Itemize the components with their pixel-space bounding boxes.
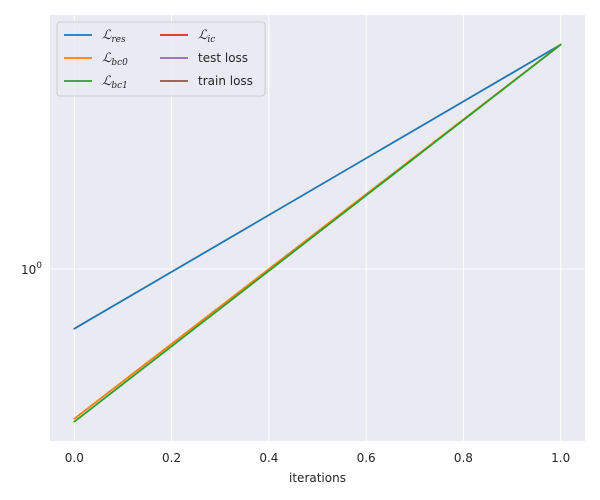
x-tick-label: 0.8 — [454, 451, 473, 465]
legend-label: ℒbc1 — [102, 74, 128, 91]
series-line-2 — [73, 43, 562, 423]
x-tick-label: 0.6 — [357, 451, 376, 465]
legend-label: ℒres — [102, 28, 126, 45]
series-line-0 — [73, 43, 562, 330]
y-tick-label: 100 — [21, 261, 42, 277]
legend-label: ℒic — [198, 28, 215, 45]
x-axis-label: iterations — [289, 471, 346, 485]
legend: ℒres ℒbc0 ℒbc1 ℒic test loss train loss — [56, 21, 266, 97]
y-axis: 100 — [21, 261, 42, 277]
x-tick-label: 1.0 — [551, 451, 570, 465]
legend-label: ℒbc0 — [102, 51, 128, 68]
x-tick-label: 0.2 — [162, 451, 181, 465]
x-tick-label: 0.4 — [259, 451, 278, 465]
legend-frame — [56, 21, 266, 97]
legend-label: test loss — [198, 51, 248, 65]
series-layer — [73, 43, 562, 423]
x-axis: 0.0 0.2 0.4 0.6 0.8 1.0 — [65, 451, 570, 465]
x-tick-label: 0.0 — [65, 451, 84, 465]
legend-label: train loss — [198, 74, 253, 88]
